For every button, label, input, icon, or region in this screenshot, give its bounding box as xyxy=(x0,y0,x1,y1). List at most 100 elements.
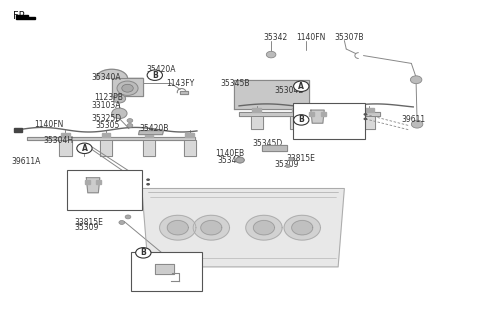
Text: B: B xyxy=(299,115,304,124)
Circle shape xyxy=(146,183,150,186)
Polygon shape xyxy=(180,91,188,94)
Polygon shape xyxy=(253,220,275,235)
Polygon shape xyxy=(100,140,112,156)
Polygon shape xyxy=(96,180,101,184)
Text: 35307B: 35307B xyxy=(335,33,364,42)
Circle shape xyxy=(294,81,309,92)
Polygon shape xyxy=(246,215,282,240)
Text: B: B xyxy=(152,71,158,80)
Circle shape xyxy=(112,108,127,119)
Text: 35349: 35349 xyxy=(217,155,241,165)
Text: 1123PB: 1123PB xyxy=(94,92,123,102)
Text: 35312F: 35312F xyxy=(84,181,112,187)
Text: 35342: 35342 xyxy=(263,33,287,42)
FancyBboxPatch shape xyxy=(131,252,202,291)
Text: B: B xyxy=(141,248,146,257)
Polygon shape xyxy=(201,220,222,235)
Text: 35310: 35310 xyxy=(297,106,320,112)
Polygon shape xyxy=(234,80,310,109)
Text: 35312H: 35312H xyxy=(299,124,327,131)
Text: 35312F: 35312F xyxy=(305,116,332,122)
Polygon shape xyxy=(239,112,380,116)
FancyBboxPatch shape xyxy=(293,103,365,138)
Text: A: A xyxy=(299,82,304,91)
Circle shape xyxy=(77,143,92,154)
Polygon shape xyxy=(331,116,343,129)
Circle shape xyxy=(363,113,367,116)
Text: 35345B: 35345B xyxy=(221,78,251,88)
Polygon shape xyxy=(16,15,35,19)
Polygon shape xyxy=(333,109,341,112)
Polygon shape xyxy=(193,215,229,240)
Text: 39611A: 39611A xyxy=(11,157,41,166)
Polygon shape xyxy=(284,215,321,240)
Circle shape xyxy=(289,157,294,161)
Polygon shape xyxy=(139,131,163,134)
Circle shape xyxy=(286,164,290,168)
Circle shape xyxy=(363,118,367,120)
Text: 35312H: 35312H xyxy=(77,191,106,197)
Text: 35420B: 35420B xyxy=(140,124,169,133)
Circle shape xyxy=(127,124,133,127)
Polygon shape xyxy=(310,113,314,116)
FancyBboxPatch shape xyxy=(67,170,143,210)
Text: FR.: FR. xyxy=(12,11,28,21)
Polygon shape xyxy=(143,140,156,156)
Text: 35312A: 35312A xyxy=(305,111,333,117)
Polygon shape xyxy=(102,133,110,136)
Polygon shape xyxy=(365,109,373,112)
Polygon shape xyxy=(27,136,194,140)
Polygon shape xyxy=(292,109,300,112)
Polygon shape xyxy=(145,133,154,136)
Circle shape xyxy=(113,94,126,103)
Text: 33103A: 33103A xyxy=(92,101,121,110)
Text: 35310: 35310 xyxy=(75,172,98,177)
Text: 35309: 35309 xyxy=(75,223,99,232)
Polygon shape xyxy=(59,140,72,156)
Polygon shape xyxy=(160,215,196,240)
Polygon shape xyxy=(85,180,90,184)
Polygon shape xyxy=(155,264,174,274)
Circle shape xyxy=(146,178,150,181)
Text: 33815E: 33815E xyxy=(287,154,316,163)
Circle shape xyxy=(119,220,125,224)
Text: 35304D: 35304D xyxy=(275,86,305,95)
Text: 35340A: 35340A xyxy=(92,73,121,82)
Text: 35305: 35305 xyxy=(95,121,120,130)
Circle shape xyxy=(136,248,151,258)
Text: 1143FY: 1143FY xyxy=(166,78,194,88)
Polygon shape xyxy=(168,220,188,235)
Circle shape xyxy=(122,84,133,92)
Polygon shape xyxy=(363,116,375,129)
Polygon shape xyxy=(96,69,144,78)
Polygon shape xyxy=(252,109,261,112)
Text: 35420A: 35420A xyxy=(147,65,176,74)
Text: 1140FN: 1140FN xyxy=(34,120,63,129)
Circle shape xyxy=(411,120,423,128)
Polygon shape xyxy=(112,78,144,96)
Circle shape xyxy=(125,215,131,219)
Polygon shape xyxy=(86,178,100,193)
Text: 35345D: 35345D xyxy=(252,139,282,148)
Text: 35325D: 35325D xyxy=(92,114,122,123)
Circle shape xyxy=(236,157,244,163)
Text: 1140EB: 1140EB xyxy=(215,149,244,158)
Text: 35309: 35309 xyxy=(275,160,299,169)
Text: A: A xyxy=(82,144,87,153)
Text: 31537F: 31537F xyxy=(152,265,181,274)
Polygon shape xyxy=(321,113,325,116)
Text: 35304H: 35304H xyxy=(44,136,74,145)
Circle shape xyxy=(266,51,276,58)
Polygon shape xyxy=(61,133,70,136)
Text: 33815E: 33815E xyxy=(75,218,104,227)
Text: 39611: 39611 xyxy=(402,115,426,124)
Text: 1140FN: 1140FN xyxy=(297,33,326,42)
Polygon shape xyxy=(290,116,302,129)
Circle shape xyxy=(127,119,133,123)
Polygon shape xyxy=(183,140,196,156)
Circle shape xyxy=(410,76,422,84)
Circle shape xyxy=(147,70,162,80)
Polygon shape xyxy=(251,116,263,129)
Circle shape xyxy=(117,81,138,95)
Polygon shape xyxy=(311,110,324,123)
